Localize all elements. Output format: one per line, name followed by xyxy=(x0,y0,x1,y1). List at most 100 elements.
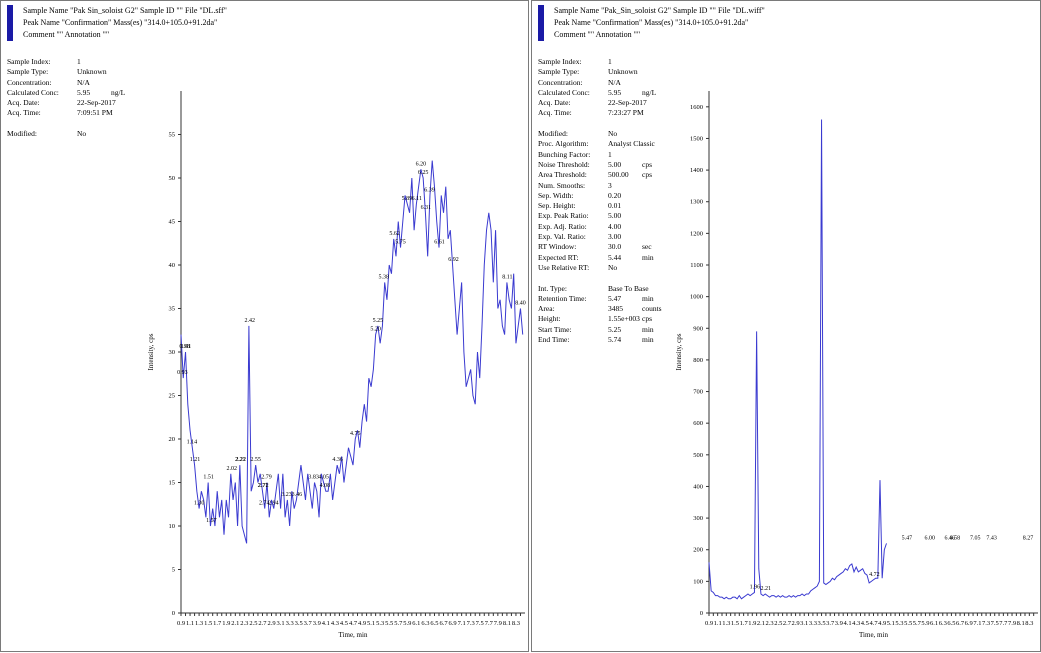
x-tick-label: 6.9 xyxy=(965,620,973,627)
panel-header: Sample Name "Pak_Sin_soloist G2" Sample … xyxy=(538,5,765,41)
info-value: 3 xyxy=(608,180,612,190)
info-value: 5.00 xyxy=(608,211,622,221)
y-tick-label: 45 xyxy=(169,219,176,226)
info-row: Area: 3485 counts xyxy=(538,304,662,314)
peak-label: 1.57 xyxy=(206,518,217,524)
info-row: Num. Smooths: 3 xyxy=(538,181,662,191)
info-label: Bunching Factor: xyxy=(538,149,591,159)
peak-label: 2.55 xyxy=(250,457,261,463)
peak-label: 3.46 xyxy=(292,492,303,498)
y-axis-label: Intensity, cps xyxy=(675,333,683,370)
peak-label: 3.83 xyxy=(308,475,319,481)
info-row: Modified: No xyxy=(7,129,131,139)
info-value: 5.44 xyxy=(608,252,622,262)
info-label: Exp. Val. Ratio: xyxy=(538,232,586,242)
x-tick-label: 6.7 xyxy=(956,620,965,627)
peak-label: 6.20 xyxy=(416,161,427,167)
y-tick-label: 35 xyxy=(169,306,176,313)
info-value: 3485 xyxy=(608,304,623,314)
info-label: Proc. Algorithm: xyxy=(538,139,589,149)
x-tick-label: 5.1 xyxy=(887,620,895,627)
info-value: 5.25 xyxy=(608,324,622,334)
peak-label: 1.01 xyxy=(181,344,192,350)
x-tick-label: 3.3 xyxy=(809,620,817,627)
y-tick-label: 1300 xyxy=(690,199,703,206)
info-row: Exp. Adj. Ratio: 4.00 xyxy=(538,222,662,232)
y-tick-label: 40 xyxy=(169,262,176,269)
header-line: Sample Name "Pak Sin_soloist G2" Sample … xyxy=(23,6,227,15)
info-label: Height: xyxy=(538,314,561,324)
y-tick-label: 100 xyxy=(693,578,703,585)
info-row: Concentration: N/A xyxy=(7,78,131,88)
info-unit: min xyxy=(642,335,654,345)
info-label: RT Window: xyxy=(538,242,577,252)
peak-label: 4.36 xyxy=(332,457,343,463)
peak-label: 1.21 xyxy=(190,457,201,463)
x-tick-label: 7.5 xyxy=(476,620,484,627)
x-tick-label: 2.1 xyxy=(231,620,239,627)
info-unit: counts xyxy=(642,304,662,314)
x-tick-label: 8.1 xyxy=(503,620,511,627)
info-value: Base To Base xyxy=(608,283,649,293)
info-label: Exp. Adj. Ratio: xyxy=(538,221,587,231)
info-row: Exp. Peak Ratio: 5.00 xyxy=(538,211,662,221)
info-row: Calculated Conc: 5.95 ng/L xyxy=(7,88,131,98)
x-tick-label: 5.9 xyxy=(403,620,411,627)
x-tick-label: 4.9 xyxy=(358,620,366,627)
y-tick-label: 1500 xyxy=(690,135,703,142)
info-row: Bunching Factor: 1 xyxy=(538,150,662,160)
peak-label: 5.47 xyxy=(902,535,913,541)
y-tick-label: 300 xyxy=(693,515,703,522)
x-tick-label: 8.3 xyxy=(1025,620,1033,627)
info-row: Retention Time: 5.47 min xyxy=(538,294,662,304)
x-tick-label: 4.3 xyxy=(331,620,339,627)
info-value: N/A xyxy=(608,77,621,87)
info-label: Retention Time: xyxy=(538,293,587,303)
x-tick-label: 3.9 xyxy=(313,620,321,627)
y-tick-label: 1100 xyxy=(690,262,703,269)
x-tick-label: 3.7 xyxy=(304,620,313,627)
info-label: Area: xyxy=(538,304,555,314)
x-tick-label: 1.7 xyxy=(213,620,222,627)
y-tick-label: 600 xyxy=(693,420,703,427)
peak-label: 1.51 xyxy=(203,475,214,481)
info-value: N/A xyxy=(77,77,90,87)
y-tick-label: 1000 xyxy=(690,294,703,301)
info-label: Concentration: xyxy=(538,77,583,87)
peak-label: 8.40 xyxy=(515,301,526,307)
y-tick-label: 15 xyxy=(169,480,176,487)
chromatogram-chart-left: 0 5 10 15 20 25 30 35 40 45 50 55 0.9 1.1 1.3 1.5 1.7 1.9… xyxy=(147,91,526,639)
chromatogram-panel-right: Sample Name "Pak_Sin_soloist G2" Sample … xyxy=(531,0,1041,652)
info-unit: min xyxy=(642,252,654,262)
peak-label: 1.14 xyxy=(187,440,198,446)
peak-label: 0.98 xyxy=(179,344,190,350)
peak-label: 6.25 xyxy=(418,170,429,176)
info-value: 22-Sep-2017 xyxy=(77,98,116,108)
info-row: Acq. Date: 22-Sep-2017 xyxy=(7,98,131,108)
info-unit: sec xyxy=(642,242,652,252)
peak-label: 2.74 xyxy=(259,501,270,507)
x-tick-label: 2.1 xyxy=(757,620,765,627)
info-value: 5.47 xyxy=(608,293,622,303)
x-tick-label: 1.3 xyxy=(195,620,203,627)
info-value: No xyxy=(608,262,618,272)
peak-label: 8.11 xyxy=(502,274,512,280)
peak-label: 7.43 xyxy=(986,535,997,541)
y-tick-label: 5 xyxy=(172,567,175,574)
x-tick-label: 8.3 xyxy=(512,620,520,627)
peak-label: 4.75 xyxy=(350,431,361,437)
chromatogram-trace xyxy=(180,160,524,544)
info-row: Start Time: 5.25 min xyxy=(538,325,662,335)
info-row: Height: 1.55e+003 cps xyxy=(538,314,662,324)
y-axis-label: Intensity, cps xyxy=(147,333,155,370)
x-tick-label: 0.9 xyxy=(177,620,185,627)
info-value: 3.00 xyxy=(608,232,622,242)
info-row: Sample Type: Unknown xyxy=(538,67,662,77)
x-tick-label: 5.3 xyxy=(376,620,384,627)
y-tick-label: 1200 xyxy=(690,230,703,237)
x-tick-label: 4.5 xyxy=(340,620,348,627)
header-line: Comment "" Annotation "" xyxy=(23,30,110,39)
x-tick-label: 2.5 xyxy=(774,620,782,627)
x-axis-label: Time, min xyxy=(859,631,888,639)
peak-label: 6.46 xyxy=(944,535,955,541)
